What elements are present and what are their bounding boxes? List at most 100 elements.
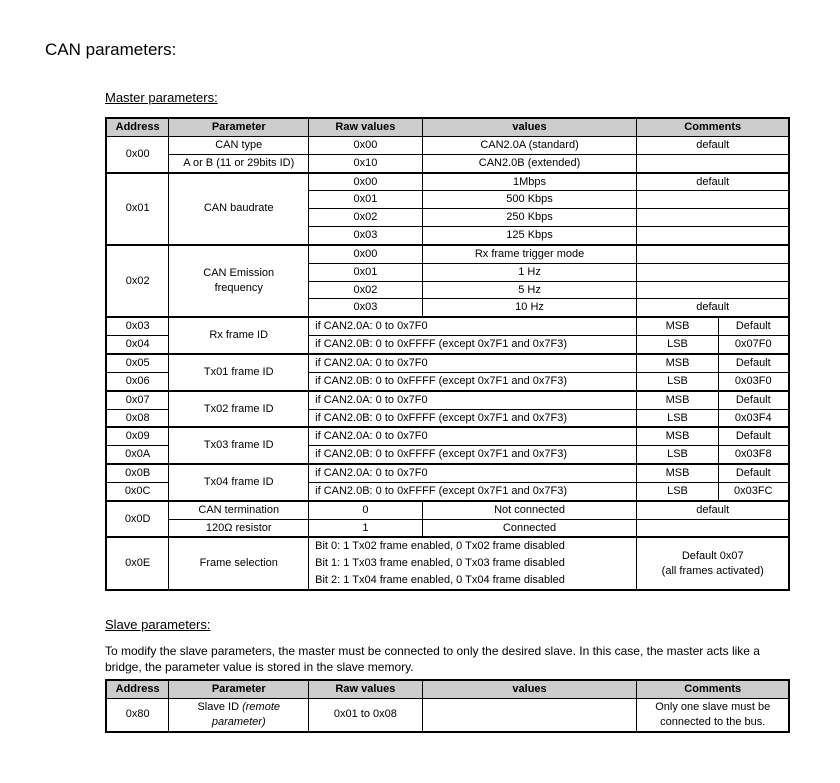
- cell-val: Bit 1: 1 Tx03 frame enabled, 0 Tx03 fram…: [309, 555, 637, 572]
- cell-param: Tx04 frame ID: [169, 464, 309, 501]
- cell-param: Slave ID (remote parameter): [169, 698, 309, 731]
- cell-comment: 0x03F4: [718, 409, 789, 427]
- cell-comment: Default: [718, 427, 789, 445]
- table-row: 0x0E Frame selection Bit 0: 1 Tx02 frame…: [106, 537, 789, 555]
- cell-comment: default: [637, 501, 789, 519]
- master-section-title: Master parameters:: [105, 90, 810, 105]
- cell-comment: MSB: [637, 427, 718, 445]
- cell-param: Tx01 frame ID: [169, 354, 309, 391]
- cell-comment: LSB: [637, 409, 718, 427]
- spacer: [45, 591, 810, 617]
- cell-raw-val: if CAN2.0A: 0 to 0x7F0: [309, 464, 637, 482]
- cell-val: 500 Kbps: [422, 191, 637, 209]
- cell-raw-val: if CAN2.0B: 0 to 0xFFFF (except 0x7F1 an…: [309, 336, 637, 354]
- cell-comment: 0x03F8: [718, 446, 789, 464]
- table-row: 0x07 Tx02 frame ID if CAN2.0A: 0 to 0x7F…: [106, 391, 789, 409]
- cell-address: 0x0D: [106, 501, 169, 538]
- cell-address: 0x00: [106, 136, 169, 172]
- table-row: 0x03 Rx frame ID if CAN2.0A: 0 to 0x7F0 …: [106, 317, 789, 335]
- cell-address: 0x0E: [106, 537, 169, 590]
- cell-comment: MSB: [637, 391, 718, 409]
- cell-val: 1Mbps: [422, 173, 637, 191]
- col-values: values: [422, 118, 637, 136]
- cell-raw-val: if CAN2.0A: 0 to 0x7F0: [309, 317, 637, 335]
- cell-comment: default: [637, 136, 789, 154]
- slave-table-wrap: Address Parameter Raw values values Comm…: [105, 679, 790, 733]
- cell-comment: Default 0x07 (all frames activated): [637, 537, 789, 590]
- col-address: Address: [106, 118, 169, 136]
- cell-val: Not connected: [422, 501, 637, 519]
- table-row: 0x0D CAN termination 0 Not connected def…: [106, 501, 789, 519]
- cell-param: CAN Emission frequency: [169, 245, 309, 317]
- table-row: 0x05 Tx01 frame ID if CAN2.0A: 0 to 0x7F…: [106, 354, 789, 372]
- slave-section-title: Slave parameters:: [105, 617, 810, 632]
- cell-param: 120Ω resistor: [169, 519, 309, 537]
- cell-address: 0x05: [106, 354, 169, 372]
- cell-comment: Default: [718, 354, 789, 372]
- cell-raw-val: if CAN2.0B: 0 to 0xFFFF (except 0x7F1 an…: [309, 446, 637, 464]
- cell-raw: 0x01 to 0x08: [309, 698, 422, 731]
- cell-raw-val: if CAN2.0B: 0 to 0xFFFF (except 0x7F1 an…: [309, 372, 637, 390]
- cell-address: 0x0C: [106, 482, 169, 500]
- col-parameter: Parameter: [169, 118, 309, 136]
- cell-raw: 0x02: [309, 209, 422, 227]
- cell-raw-val: if CAN2.0A: 0 to 0x7F0: [309, 391, 637, 409]
- cell-raw: 0x00: [309, 173, 422, 191]
- col-values: values: [422, 680, 637, 698]
- cell-comment: Only one slave must be connected to the …: [637, 698, 789, 731]
- cell-param: A or B (11 or 29bits ID): [169, 154, 309, 172]
- cell-address: 0x02: [106, 245, 169, 317]
- cell-address: 0x0A: [106, 446, 169, 464]
- table-header-row: Address Parameter Raw values values Comm…: [106, 680, 789, 698]
- cell-comment-l1: Only one slave must be: [655, 701, 770, 713]
- cell-raw: 0x02: [309, 281, 422, 299]
- cell-param: Rx frame ID: [169, 317, 309, 354]
- cell-address: 0x09: [106, 427, 169, 445]
- cell-val: [422, 698, 637, 731]
- cell-address: 0x04: [106, 336, 169, 354]
- cell-param-l1: Slave ID: [197, 701, 242, 713]
- col-parameter: Parameter: [169, 680, 309, 698]
- cell-param: CAN type: [169, 136, 309, 154]
- cell-param: Tx02 frame ID: [169, 391, 309, 428]
- cell-comment: Default: [718, 391, 789, 409]
- col-raw: Raw values: [309, 118, 422, 136]
- cell-comment: [637, 191, 789, 209]
- cell-param: Tx03 frame ID: [169, 427, 309, 464]
- cell-comment: Default: [718, 464, 789, 482]
- cell-address: 0x06: [106, 372, 169, 390]
- cell-val: 1 Hz: [422, 263, 637, 281]
- cell-val: 125 Kbps: [422, 227, 637, 245]
- cell-comment: 0x03F0: [718, 372, 789, 390]
- cell-comment: [637, 281, 789, 299]
- cell-comment: MSB: [637, 317, 718, 335]
- cell-comment: default: [637, 299, 789, 317]
- cell-raw: 0x01: [309, 263, 422, 281]
- cell-val: Bit 0: 1 Tx02 frame enabled, 0 Tx02 fram…: [309, 537, 637, 555]
- cell-address: 0x01: [106, 173, 169, 245]
- table-row: 0x0B Tx04 frame ID if CAN2.0A: 0 to 0x7F…: [106, 464, 789, 482]
- cell-val: Connected: [422, 519, 637, 537]
- cell-raw: 0x03: [309, 227, 422, 245]
- cell-val: CAN2.0A (standard): [422, 136, 637, 154]
- cell-comment: default: [637, 173, 789, 191]
- cell-param-l1: CAN Emission: [203, 267, 274, 279]
- cell-val: 5 Hz: [422, 281, 637, 299]
- table-row: 0x01 CAN baudrate 0x00 1Mbps default: [106, 173, 789, 191]
- col-raw: Raw values: [309, 680, 422, 698]
- cell-raw-val: if CAN2.0B: 0 to 0xFFFF (except 0x7F1 an…: [309, 409, 637, 427]
- cell-val: 10 Hz: [422, 299, 637, 317]
- cell-param: CAN termination: [169, 501, 309, 519]
- cell-address: 0x07: [106, 391, 169, 409]
- cell-comment-l2: connected to the bus.: [660, 716, 765, 728]
- cell-comment: LSB: [637, 482, 718, 500]
- col-comments: Comments: [637, 680, 789, 698]
- master-table: Address Parameter Raw values values Comm…: [105, 117, 790, 591]
- table-row: 120Ω resistor 1 Connected: [106, 519, 789, 537]
- cell-comment: [637, 154, 789, 172]
- table-row: A or B (11 or 29bits ID) 0x10 CAN2.0B (e…: [106, 154, 789, 172]
- cell-comment: MSB: [637, 464, 718, 482]
- col-address: Address: [106, 680, 169, 698]
- cell-raw: 0: [309, 501, 422, 519]
- table-row: 0x80 Slave ID (remote parameter) 0x01 to…: [106, 698, 789, 731]
